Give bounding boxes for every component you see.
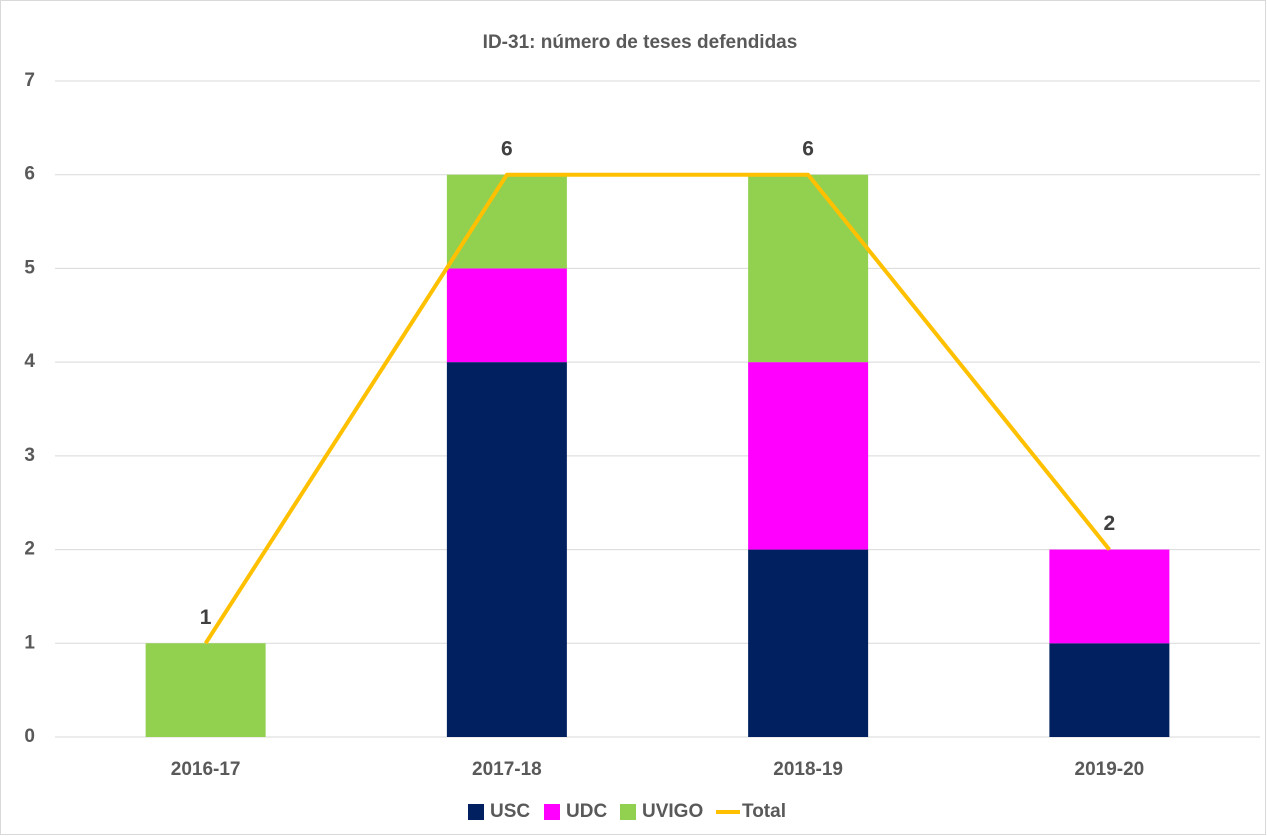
- y-tick-label: 7: [24, 70, 35, 91]
- bar-segment: [1049, 549, 1170, 644]
- bar-segment: [446, 362, 567, 737]
- y-tick-label: 5: [24, 257, 35, 278]
- bar-segment: [145, 643, 266, 737]
- legend-label: UVIGO: [642, 801, 703, 822]
- data-label: 2: [1104, 512, 1116, 535]
- line-series: [203, 172, 1111, 645]
- bar-segment: [446, 174, 567, 269]
- bar-segment: [748, 549, 869, 737]
- y-tick-label: 2: [24, 539, 35, 560]
- legend-swatch: [620, 804, 636, 820]
- x-tick-label: 2019-20: [1075, 759, 1145, 780]
- legend-swatch: [544, 804, 560, 820]
- y-tick-label: 3: [24, 445, 35, 466]
- x-tick-label: 2017-18: [472, 759, 542, 780]
- x-tick-label: 2016-17: [171, 759, 241, 780]
- x-tick-label: 2018-19: [773, 759, 843, 780]
- y-tick-label: 0: [24, 726, 35, 747]
- bar-segment: [748, 174, 869, 363]
- y-tick-label: 6: [24, 164, 35, 185]
- y-tick-label: 4: [24, 351, 35, 372]
- bar-segment: [446, 268, 567, 363]
- bar-segment: [748, 362, 869, 550]
- chart-title: ID-31: número de teses defendidas: [483, 32, 798, 53]
- data-label: 6: [501, 137, 513, 160]
- data-label: 1: [200, 606, 212, 629]
- data-label: 6: [802, 137, 814, 160]
- bar-segment: [1049, 643, 1170, 737]
- y-tick-label: 1: [24, 632, 35, 653]
- legend-label: USC: [490, 801, 530, 822]
- legend-label: Total: [742, 801, 786, 822]
- legend-label: UDC: [566, 801, 607, 822]
- legend-swatch: [468, 804, 484, 820]
